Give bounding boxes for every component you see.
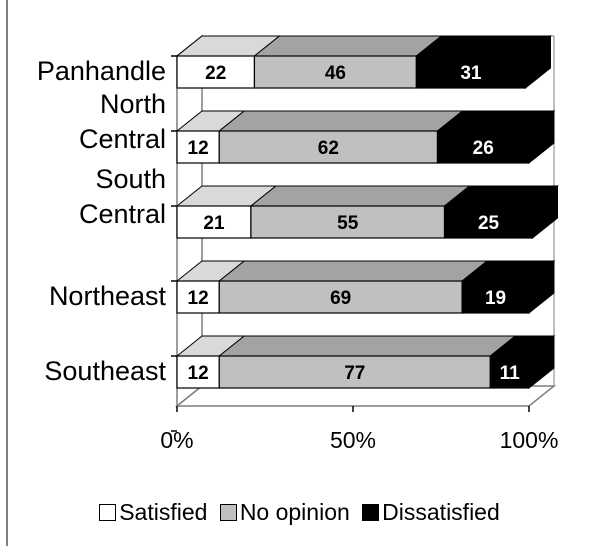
bar-top-face — [217, 110, 464, 132]
bar-top-face — [249, 185, 471, 207]
bar-side-face — [524, 34, 551, 90]
data-label: 12 — [188, 288, 209, 309]
data-label: 31 — [460, 63, 482, 84]
bar-segment — [250, 205, 446, 239]
x-tick-label: 0% — [160, 427, 193, 453]
legend-label-satisfied: Satisfied — [119, 499, 208, 525]
category-label: Northeast — [49, 281, 167, 311]
bar-top-face — [217, 260, 489, 282]
bar-segment — [415, 55, 527, 89]
x-tick-label: 100% — [500, 427, 559, 453]
bar-segment — [218, 355, 491, 389]
legend-item-dissatisfied: Dissatisfied — [362, 499, 500, 526]
category-label-line: North — [100, 89, 166, 119]
legend-item-no-opinion: No opinion — [219, 499, 350, 526]
data-label: 11 — [500, 363, 521, 384]
data-label: 21 — [203, 213, 225, 234]
category-label: South Central — [79, 164, 166, 229]
data-label: 26 — [473, 138, 494, 159]
bar-side-face — [528, 259, 555, 315]
floor — [174, 385, 557, 407]
legend-swatch-satisfied — [99, 504, 117, 521]
bar-top-face — [253, 35, 443, 57]
category-label-line: South — [95, 164, 166, 194]
data-label: 55 — [337, 213, 359, 234]
legend-item-satisfied: Satisfied — [99, 499, 207, 526]
legend-label-dissatisfied: Dissatisfied — [382, 499, 500, 525]
data-label: 77 — [344, 363, 365, 384]
data-label: 12 — [188, 363, 209, 384]
category-label: Southeast — [44, 356, 166, 386]
legend-swatch-no-opinion — [219, 504, 237, 521]
data-label: 62 — [318, 138, 339, 159]
category-label-line: Central — [79, 199, 166, 229]
data-label: 12 — [188, 138, 209, 159]
legend: Satisfied No opinion Dissatisfied — [0, 499, 599, 526]
category-label: North Central — [79, 89, 166, 154]
bar-segment — [436, 130, 530, 164]
bar-top-face — [217, 335, 517, 357]
data-label: 69 — [330, 288, 351, 309]
bar-segment — [489, 355, 530, 389]
bar-segment — [176, 355, 220, 389]
category-label: Panhandle — [37, 56, 166, 86]
bar-segment — [461, 280, 530, 314]
x-tick-label: 50% — [330, 427, 376, 453]
bar-side-face — [528, 334, 555, 390]
left-border — [6, 0, 8, 546]
data-label: 46 — [325, 63, 346, 84]
bar-segment — [218, 130, 439, 164]
bar-segment — [176, 130, 220, 164]
legend-swatch-dissatisfied — [362, 504, 380, 521]
data-label: 22 — [205, 63, 226, 84]
data-label: 25 — [478, 213, 500, 234]
legend-label-no-opinion: No opinion — [239, 499, 350, 525]
data-label: 19 — [485, 288, 506, 309]
bar-side-face — [532, 184, 559, 240]
bar-segment — [443, 205, 534, 239]
category-label-line: Central — [79, 124, 166, 154]
bar-segment — [176, 280, 220, 314]
bar-side-face — [528, 109, 555, 165]
